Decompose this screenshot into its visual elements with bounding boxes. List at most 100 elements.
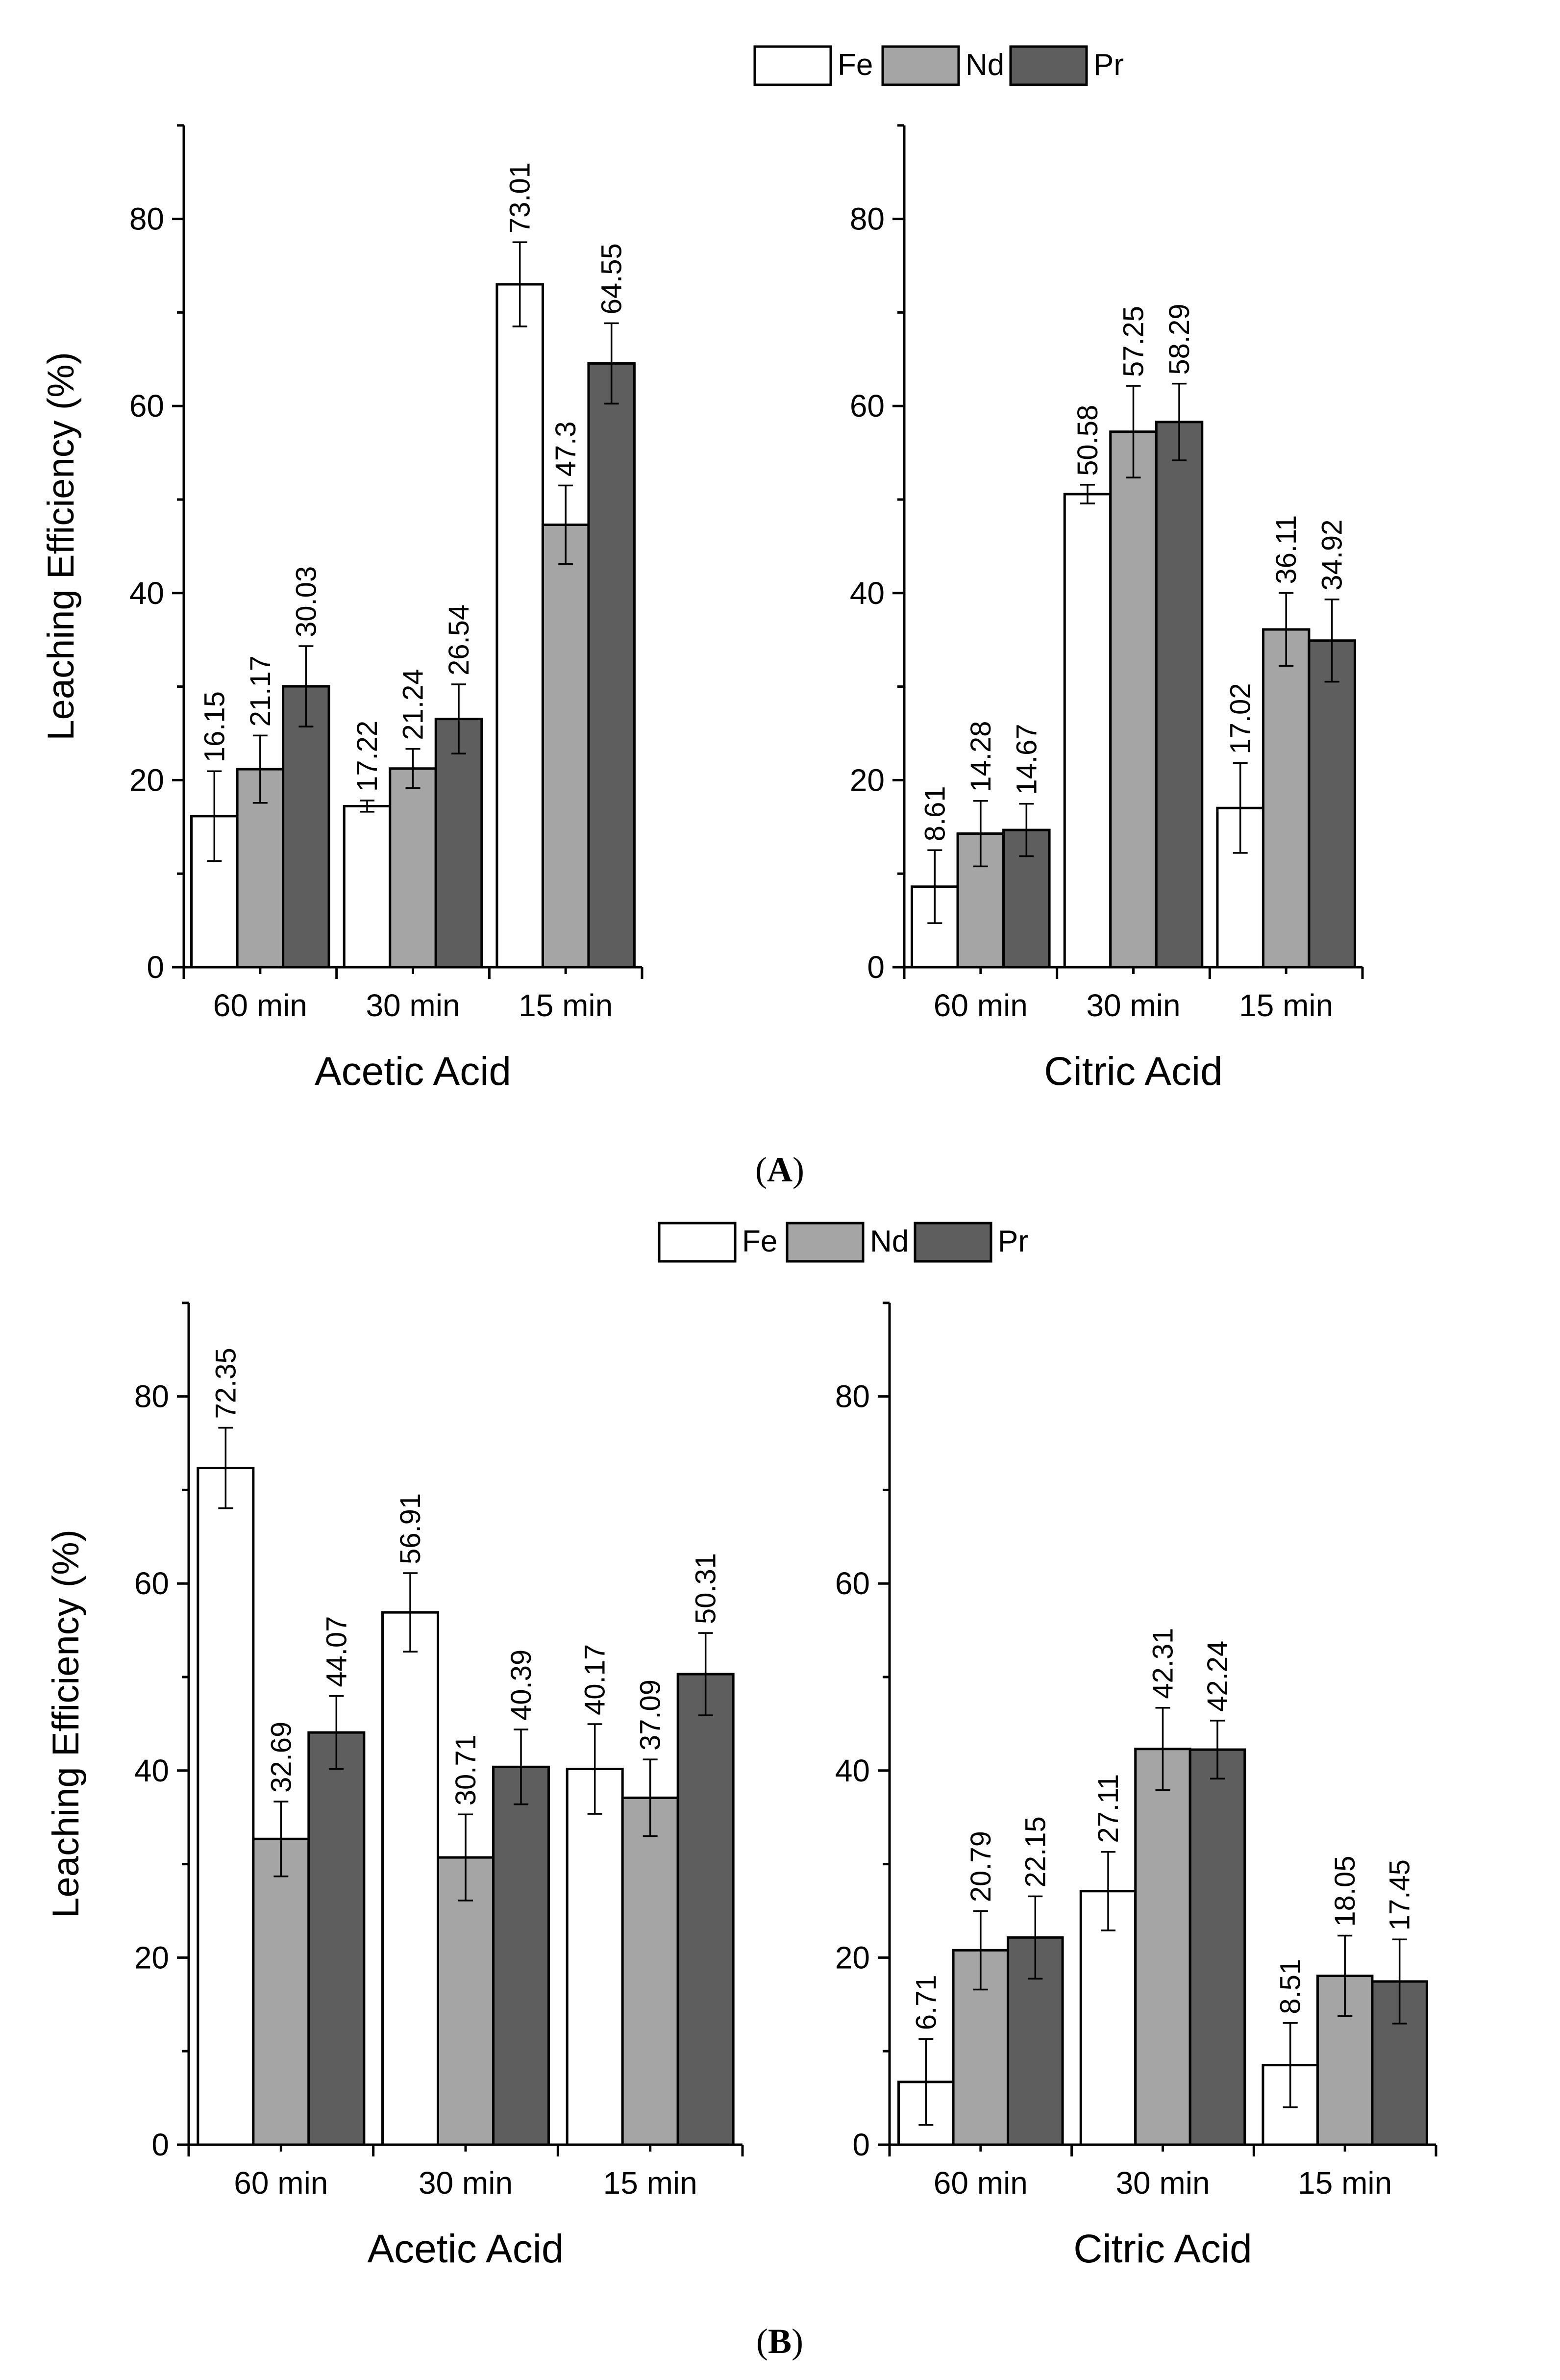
legend-label-nd: Nd: [966, 48, 1004, 82]
x-axis-title: Citric Acid: [1044, 1049, 1223, 1094]
data-label: 21.24: [397, 669, 429, 740]
bar-pr: [587, 362, 636, 969]
x-tick-label: 60 min: [934, 988, 1028, 1023]
bar-fe: [566, 1768, 624, 2146]
bar-fe: [197, 1467, 255, 2146]
bar-pr: [434, 718, 483, 969]
bar-pr: [1155, 421, 1204, 969]
y-tick-label: 0: [147, 950, 164, 985]
x-tick-label: 15 min: [1298, 2165, 1392, 2201]
x-tick-label: 60 min: [934, 2165, 1028, 2201]
y-tick-label: 40: [129, 576, 164, 611]
x-tick-label: 30 min: [419, 2165, 513, 2201]
x-tick-label: 15 min: [519, 988, 613, 1023]
x-axis-title: Acetic Acid: [367, 2227, 564, 2271]
bar-fe: [381, 1611, 439, 2146]
bar-nd: [1262, 628, 1311, 969]
x-tick-label: 60 min: [213, 988, 307, 1023]
panel-label-open: (: [755, 1150, 767, 1189]
data-label: 42.31: [1147, 1628, 1179, 1699]
panel-label-close: ): [792, 2322, 803, 2361]
legend-swatch-pr: [1009, 45, 1088, 86]
y-tick-label: 80: [850, 201, 885, 237]
data-label: 30.03: [290, 566, 322, 637]
panel-label-b: (B): [756, 2322, 803, 2361]
x-tick-label: 30 min: [1115, 2165, 1210, 2201]
data-label: 22.15: [1019, 1816, 1051, 1887]
legend-label-fe: Fe: [742, 1225, 777, 1258]
y-tick-label: 0: [867, 950, 885, 985]
panel-label-open: (: [756, 2322, 768, 2361]
y-axis-title: Leaching Efficiency (%): [45, 1529, 87, 1918]
panel-label-close: ): [792, 1150, 804, 1189]
y-tick-label: 80: [134, 1379, 169, 1414]
bar-pr: [307, 1731, 366, 2146]
bar-pr: [492, 1765, 550, 2146]
bar-pr: [282, 685, 330, 969]
legend-swatch-pr: [914, 1222, 992, 1263]
legend-label-pr: Pr: [998, 1225, 1028, 1258]
y-tick-label: 40: [850, 576, 885, 611]
y-tick-label: 80: [835, 1379, 870, 1414]
chart-a-left: 0 20 40 60 80 60 min 16.15 21.17 30.03 30 min 17.2…: [40, 124, 644, 1094]
y-tick-label: 20: [850, 762, 885, 798]
data-label: 34.92: [1316, 520, 1348, 591]
bar-pr: [1189, 1748, 1246, 2146]
data-label: 47.3: [550, 421, 582, 476]
bar-nd: [541, 524, 590, 969]
data-label: 40.17: [579, 1644, 611, 1715]
data-label: 64.55: [596, 243, 628, 314]
legend: Fe Nd Pr: [753, 45, 1124, 86]
y-tick-label: 60: [129, 388, 164, 424]
x-tick-label: 15 min: [603, 2165, 697, 2201]
data-label: 44.07: [321, 1616, 352, 1687]
bar-fe: [343, 804, 392, 969]
bar-fe: [495, 283, 544, 969]
bar-pr: [676, 1673, 735, 2146]
data-label: 17.22: [351, 721, 383, 792]
x-axis-title: Acetic Acid: [315, 1049, 511, 1094]
bar-nd: [389, 767, 437, 969]
bar-fe: [1063, 493, 1112, 969]
data-label: 72.35: [210, 1348, 242, 1419]
bar-nd: [252, 1837, 310, 2146]
y-tick-label: 20: [835, 1940, 870, 1975]
data-label: 20.79: [965, 1831, 997, 1902]
data-label: 27.11: [1092, 1774, 1124, 1843]
data-label: 8.51: [1275, 1959, 1307, 2014]
x-tick-label: 30 min: [1086, 988, 1180, 1023]
chart-b-right: 0 20 40 60 80 60 min 6.71 20.79 22.15 30 min 27.11…: [835, 1302, 1437, 2271]
y-tick-label: 60: [134, 1566, 169, 1601]
data-label: 40.39: [505, 1650, 537, 1721]
y-tick-label: 80: [129, 201, 164, 237]
bar-nd: [1134, 1748, 1191, 2146]
y-tick-label: 60: [835, 1566, 870, 1601]
data-label: 14.28: [965, 721, 997, 792]
data-label: 6.71: [910, 1975, 942, 2030]
legend-label-pr: Pr: [1093, 48, 1124, 82]
legend-swatch-nd: [786, 1222, 865, 1263]
x-tick-label: 15 min: [1239, 988, 1333, 1023]
data-label: 16.15: [198, 691, 230, 762]
legend-swatch-fe: [658, 1222, 737, 1263]
y-tick-label: 60: [850, 388, 885, 424]
data-label: 56.91: [395, 1493, 426, 1564]
bar-pr: [1007, 1936, 1064, 2146]
data-label: 30.71: [450, 1734, 482, 1805]
data-label: 73.01: [504, 162, 536, 233]
y-tick-label: 0: [852, 2127, 870, 2162]
x-axis-title: Citric Acid: [1073, 2227, 1252, 2271]
y-tick-label: 0: [151, 2127, 169, 2162]
y-tick-label: 20: [134, 1940, 169, 1975]
data-label: 37.09: [635, 1679, 667, 1751]
data-label: 18.05: [1329, 1855, 1361, 1927]
bar-nd: [621, 1796, 679, 2146]
data-label: 21.17: [245, 655, 276, 727]
panel-label-letter: A: [767, 1150, 792, 1189]
y-axis-title: Leaching Efficiency (%): [40, 352, 82, 741]
legend-swatch-fe: [753, 45, 832, 86]
y-tick-label: 40: [835, 1753, 870, 1788]
x-tick-label: 30 min: [366, 988, 460, 1023]
y-tick-label: 40: [134, 1753, 169, 1788]
